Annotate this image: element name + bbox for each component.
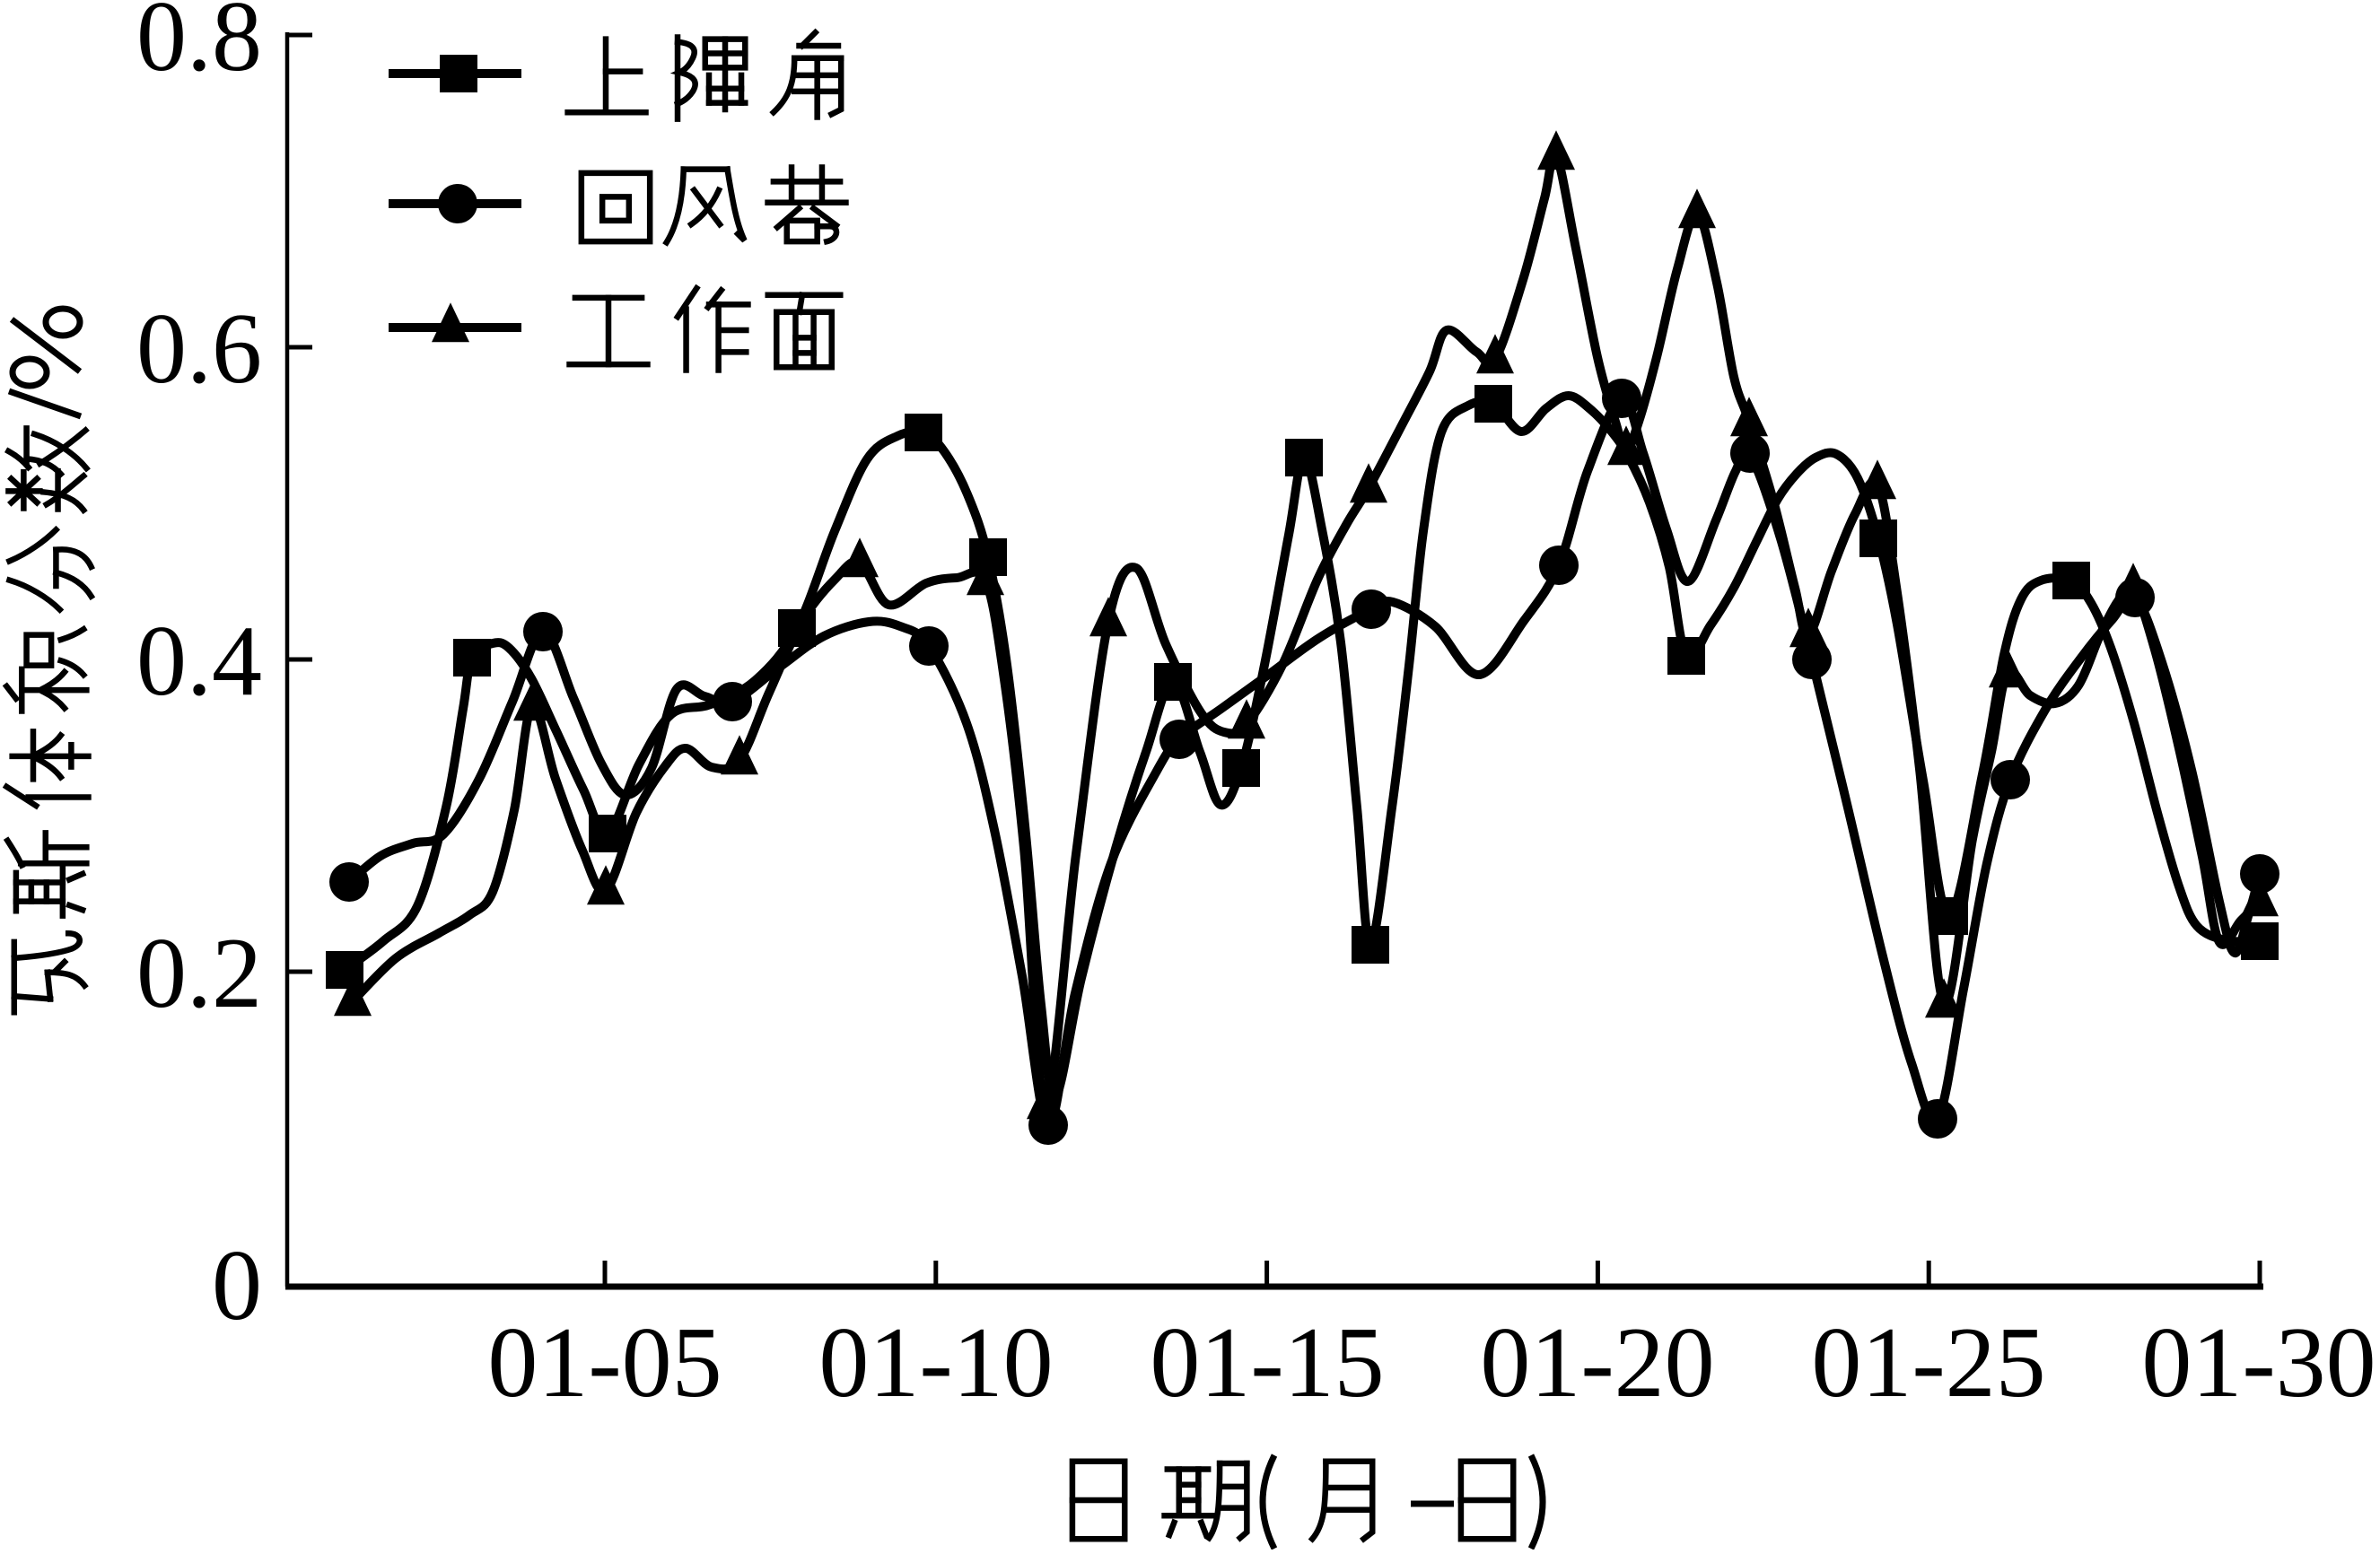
svg-text:01-30: 01-30 xyxy=(2141,1307,2376,1419)
svg-text:01-25: 01-25 xyxy=(1811,1307,2045,1419)
svg-text:01-15: 01-15 xyxy=(1150,1307,1384,1419)
svg-text:0.4: 0.4 xyxy=(136,606,262,717)
svg-text:0.6: 0.6 xyxy=(136,293,262,405)
svg-text:0.2: 0.2 xyxy=(136,918,262,1029)
svg-text:01-10: 01-10 xyxy=(818,1307,1053,1419)
svg-text:01-20: 01-20 xyxy=(1480,1307,1714,1419)
svg-text:01-05: 01-05 xyxy=(487,1307,722,1419)
svg-text:0.8: 0.8 xyxy=(136,0,262,92)
svg-text:0: 0 xyxy=(212,1230,262,1341)
